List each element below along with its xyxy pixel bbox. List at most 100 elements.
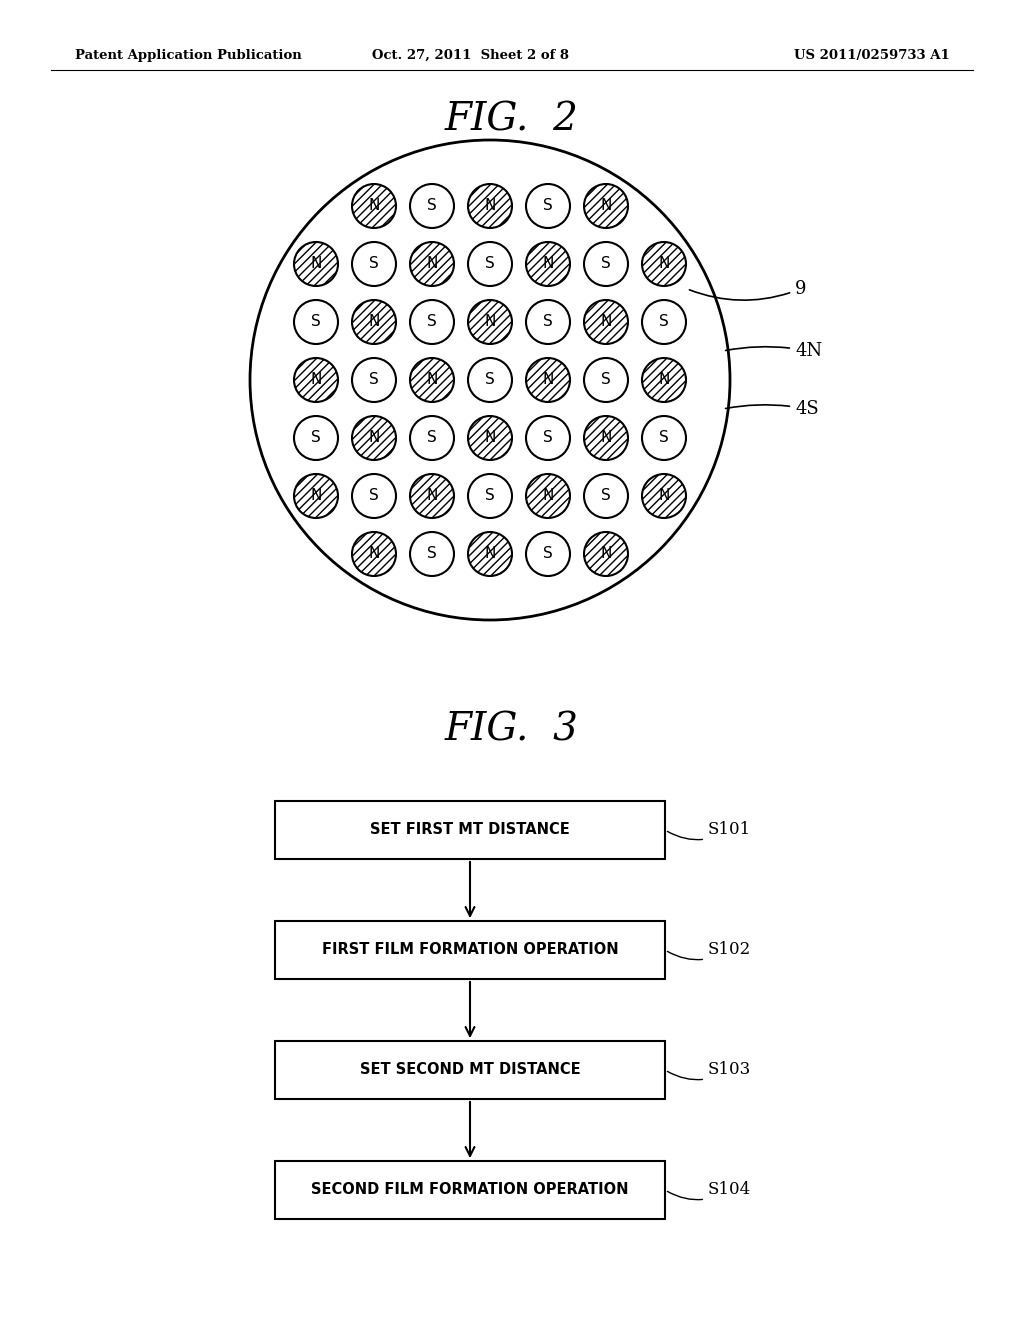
Text: 4S: 4S [726,400,819,418]
Circle shape [468,300,512,345]
Text: N: N [543,372,554,388]
Text: S: S [369,488,379,503]
Text: S103: S103 [668,1061,752,1080]
Circle shape [352,242,396,286]
Circle shape [294,474,338,517]
Text: S: S [543,430,553,446]
Text: N: N [658,372,670,388]
Circle shape [526,474,570,517]
Circle shape [526,300,570,345]
Circle shape [294,358,338,403]
Text: S: S [543,546,553,561]
Text: N: N [484,546,496,561]
Circle shape [468,358,512,403]
Text: N: N [484,314,496,330]
Text: N: N [369,198,380,214]
Circle shape [642,242,686,286]
Text: S: S [369,256,379,272]
Text: N: N [310,372,322,388]
Text: S: S [601,488,611,503]
Bar [275,921,665,979]
Circle shape [410,474,454,517]
Circle shape [468,242,512,286]
Circle shape [526,242,570,286]
Text: US 2011/0259733 A1: US 2011/0259733 A1 [795,49,950,62]
Circle shape [642,416,686,459]
Text: N: N [369,430,380,446]
Circle shape [642,300,686,345]
Text: N: N [369,546,380,561]
Text: SET SECOND MT DISTANCE: SET SECOND MT DISTANCE [359,1063,581,1077]
Text: FIG.  2: FIG. 2 [445,102,579,139]
Text: N: N [658,488,670,503]
Text: S: S [485,372,495,388]
Text: S: S [427,546,437,561]
Text: FIRST FILM FORMATION OPERATION: FIRST FILM FORMATION OPERATION [322,942,618,957]
Circle shape [352,532,396,576]
Circle shape [410,242,454,286]
Text: N: N [426,372,437,388]
Text: N: N [426,256,437,272]
Text: S: S [485,256,495,272]
Text: S: S [485,488,495,503]
Circle shape [584,416,628,459]
Text: S: S [427,314,437,330]
Text: N: N [600,430,611,446]
Circle shape [584,358,628,403]
Circle shape [642,474,686,517]
Text: S: S [601,372,611,388]
Circle shape [468,532,512,576]
Circle shape [526,532,570,576]
Text: N: N [658,256,670,272]
Text: N: N [600,314,611,330]
Circle shape [294,242,338,286]
Bar [275,1041,665,1100]
Text: S: S [543,198,553,214]
Circle shape [584,300,628,345]
Text: N: N [484,430,496,446]
Text: FIG.  3: FIG. 3 [445,711,579,748]
Text: S: S [601,256,611,272]
Circle shape [410,300,454,345]
Text: S: S [659,430,669,446]
Text: S: S [311,314,321,330]
Text: N: N [310,488,322,503]
Circle shape [468,474,512,517]
Circle shape [526,358,570,403]
Text: SET FIRST MT DISTANCE: SET FIRST MT DISTANCE [370,822,570,837]
Circle shape [410,183,454,228]
Text: S: S [369,372,379,388]
Text: Patent Application Publication: Patent Application Publication [75,49,302,62]
Text: N: N [600,546,611,561]
Text: S: S [311,430,321,446]
Bar [275,1162,665,1218]
Circle shape [352,416,396,459]
Text: SECOND FILM FORMATION OPERATION: SECOND FILM FORMATION OPERATION [311,1183,629,1197]
Circle shape [410,532,454,576]
Text: Oct. 27, 2011  Sheet 2 of 8: Oct. 27, 2011 Sheet 2 of 8 [372,49,568,62]
Circle shape [294,416,338,459]
Circle shape [584,183,628,228]
Circle shape [352,183,396,228]
Circle shape [468,416,512,459]
Text: S101: S101 [668,821,752,840]
Text: N: N [600,198,611,214]
Circle shape [584,474,628,517]
Circle shape [468,183,512,228]
Text: S: S [543,314,553,330]
Circle shape [410,416,454,459]
Text: S: S [659,314,669,330]
Circle shape [584,242,628,286]
Text: N: N [310,256,322,272]
Circle shape [352,300,396,345]
Text: N: N [484,198,496,214]
Circle shape [294,300,338,345]
Text: S: S [427,198,437,214]
Bar [275,801,665,859]
Circle shape [584,532,628,576]
Circle shape [642,358,686,403]
Text: N: N [426,488,437,503]
Text: N: N [369,314,380,330]
Text: S: S [427,430,437,446]
Text: S102: S102 [668,941,752,960]
